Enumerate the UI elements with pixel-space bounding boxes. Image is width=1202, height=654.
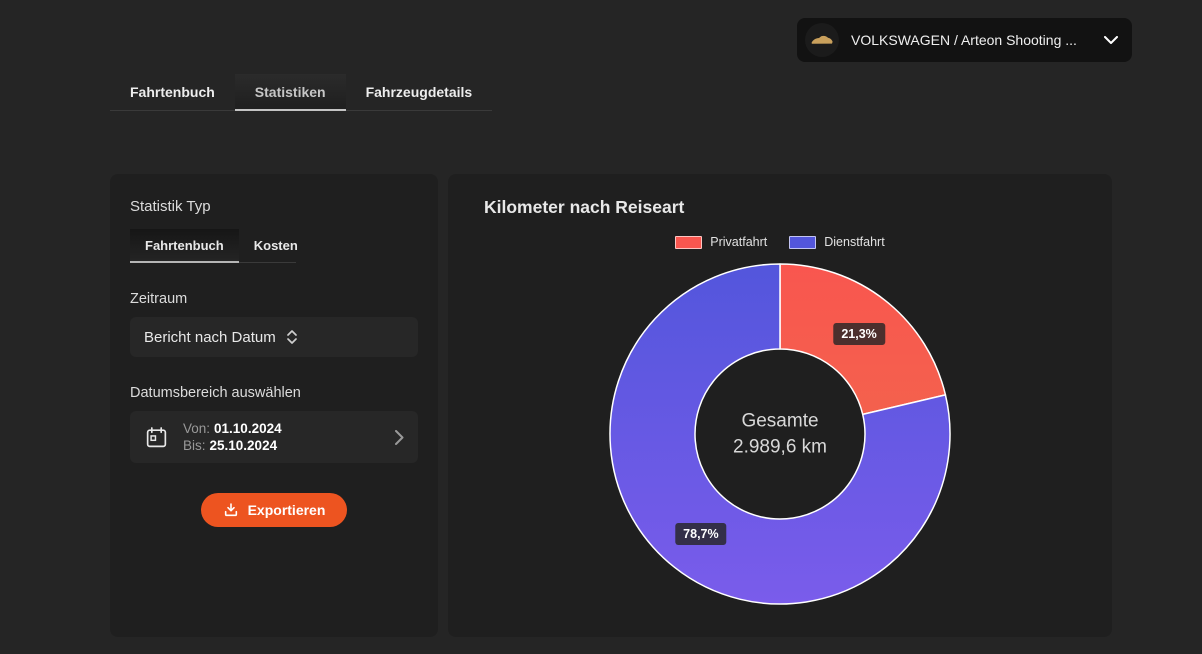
calendar-icon [144,425,169,450]
unfold-more-icon [285,329,299,345]
chart-title: Kilometer nach Reiseart [484,197,685,217]
tab-fahrtenbuch[interactable]: Fahrtenbuch [130,84,215,100]
main-tab-bar: Fahrtenbuch Statistiken Fahrzeugdetails [110,74,493,111]
legend-item-privatfahrt[interactable]: Privatfahrt [675,235,767,249]
subtab-kosten[interactable]: Kosten [253,238,298,253]
statistik-typ-title: Statistik Typ [130,198,211,215]
legend-swatch-dienstfahrt [789,235,817,249]
von-label: Von: [183,421,211,436]
tab-statistiken[interactable]: Statistiken [234,74,346,111]
date-range-values: Von: 01.10.2024 Bis: 25.10.2024 [183,421,282,453]
report-type-select-value: Bericht nach Datum [144,328,276,346]
report-type-select[interactable]: Bericht nach Datum [130,317,418,357]
download-icon [223,502,239,518]
legend-swatch-privatfahrt [675,235,703,249]
zeitraum-label: Zeitraum [130,291,188,307]
export-button-label: Exportieren [247,502,326,518]
vehicle-selector-dropdown[interactable]: VOLKSWAGEN / Arteon Shooting ... [797,18,1132,62]
chevron-right-icon [395,429,404,445]
date-range-section-label: Datumsbereich auswählen [130,385,301,401]
von-value: 01.10.2024 [214,421,282,436]
car-icon [805,23,839,57]
statistics-filter-panel: Statistik Typ Fahrtenbuch Kosten Zeitrau… [110,174,438,637]
bis-label: Bis: [183,438,206,453]
legend-label-dienstfahrt: Dienstfahrt [824,235,885,249]
donut-slice-dienstfahrt[interactable] [609,263,951,605]
bis-value: 25.10.2024 [209,438,278,453]
export-button[interactable]: Exportieren [200,493,348,527]
content-area: Statistik Typ Fahrtenbuch Kosten Zeitrau… [110,174,1112,637]
legend-label-privatfahrt: Privatfahrt [710,235,768,249]
vehicle-selector-label: VOLKSWAGEN / Arteon Shooting ... [851,32,1077,48]
donut-chart: Gesamte 2.989,6 km 21,3% 78,7% [600,254,960,614]
tab-fahrzeugdetails[interactable]: Fahrzeugdetails [365,84,473,100]
chart-legend: Privatfahrt Dienstfahrt [448,235,1112,249]
date-range-picker[interactable]: Von: 01.10.2024 Bis: 25.10.2024 [130,411,418,463]
donut-slice-privatfahrt[interactable] [779,263,947,416]
statistik-typ-tab-bar: Fahrtenbuch Kosten [130,229,298,263]
chevron-down-icon [1104,35,1118,45]
legend-item-dienstfahrt[interactable]: Dienstfahrt [789,235,885,249]
chart-panel: Kilometer nach Reiseart Privatfahrt Dien… [448,174,1112,637]
subtab-fahrtenbuch[interactable]: Fahrtenbuch [130,229,239,263]
